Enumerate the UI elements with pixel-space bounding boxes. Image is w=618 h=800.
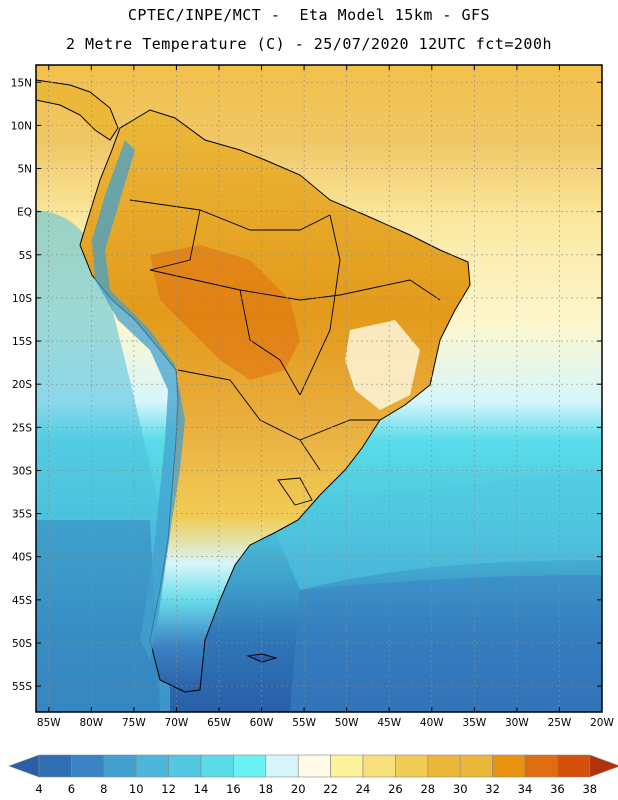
map-frame	[35, 64, 603, 713]
lon-tick-label: 80W	[79, 717, 103, 729]
colorbar-label: 22	[323, 782, 338, 796]
lon-tick-label: 75W	[122, 717, 146, 729]
lon-tick-label: 55W	[292, 717, 316, 729]
colorbar-bin	[427, 754, 461, 778]
colorbar-label: 16	[226, 782, 241, 796]
colorbar-bin	[362, 754, 396, 778]
colorbar-bin	[103, 754, 137, 778]
border-brazil-states-south	[299, 419, 380, 441]
south-pacific-cold-band	[36, 520, 160, 712]
graticule	[36, 65, 602, 712]
colorbar-bin	[557, 754, 591, 778]
map-title-line-1: CPTEC/INPE/MCT - Eta Model 15km - GFS	[127, 6, 491, 24]
latitude-axis: 15N 10N 5N EQ 5S 10S 15S 20S 25S 30S 35S 40S 45S 50S 5…	[11, 77, 602, 693]
falkland-islands	[246, 653, 278, 663]
colorbar-label: 34	[518, 782, 533, 796]
colorbar-bin	[459, 754, 493, 778]
border-colombia-peru	[149, 209, 201, 271]
colorbar-bin	[233, 754, 267, 778]
lat-tick-label: 5S	[19, 250, 33, 262]
lon-tick-label: 70W	[165, 717, 189, 729]
lat-tick-label: 10S	[12, 293, 32, 305]
colorbar-label: 28	[420, 782, 435, 796]
lon-tick-label: 60W	[250, 717, 274, 729]
pacific-cool-band	[36, 210, 170, 712]
temperature-field	[36, 65, 602, 712]
colorbar-label: 20	[291, 782, 306, 796]
border-brazil-states-north	[339, 279, 441, 301]
colorbar-bin	[200, 754, 234, 778]
lat-tick-label: 20S	[12, 379, 32, 391]
colorbar-bin	[330, 754, 364, 778]
country-borders	[129, 199, 441, 506]
colorbar-label: 30	[453, 782, 468, 796]
colorbar-label: 32	[485, 782, 500, 796]
lat-tick-label: 15N	[11, 77, 32, 89]
lon-tick-label: 30W	[505, 717, 529, 729]
south-atlantic-cold-band	[290, 575, 602, 712]
lat-tick-label: 25S	[12, 422, 32, 434]
colorbar-label: 18	[258, 782, 273, 796]
map-title-line-2: 2 Metre Temperature (C) - 25/07/2020 12U…	[65, 35, 553, 53]
lon-tick-label: 45W	[377, 717, 401, 729]
lon-tick-label: 35W	[462, 717, 486, 729]
colorbar-low-extend	[8, 754, 40, 778]
colorbar-label: 36	[550, 782, 565, 796]
lat-tick-label: 5N	[17, 164, 32, 176]
colorbar-bin	[265, 754, 299, 778]
lat-tick-label: 45S	[12, 595, 32, 607]
lat-tick-label: EQ	[17, 207, 32, 219]
lat-tick-label: 35S	[12, 509, 32, 521]
lat-tick-label: 15S	[12, 336, 32, 348]
lat-tick-label: 55S	[12, 681, 32, 693]
colorbar-label: 24	[356, 782, 371, 796]
colorbar-bin	[524, 754, 558, 778]
longitude-axis: 85W 80W 75W 70W 65W 60W 55W 50W 45W 40W 35W 30W 25W 2…	[37, 65, 614, 729]
colorbar-bin	[71, 754, 105, 778]
lon-tick-label: 25W	[548, 717, 572, 729]
lat-tick-label: 10N	[11, 120, 32, 132]
lat-tick-label: 30S	[12, 465, 32, 477]
lon-tick-label: 50W	[335, 717, 359, 729]
border-argentina-north	[177, 369, 321, 471]
border-brazil-states-west	[299, 214, 341, 396]
central-america-land	[36, 79, 119, 141]
border-peru-brazil	[149, 269, 341, 301]
lon-tick-label: 40W	[420, 717, 444, 729]
lon-tick-label: 85W	[37, 717, 61, 729]
colorbar-label: 4	[35, 782, 42, 796]
colorbar: 4 6 8 10 12 14 16 18 20 22 24 26 28 30 32 34 36 38	[8, 754, 618, 796]
colorbar-bin	[38, 754, 72, 778]
colorbar-label: 14	[194, 782, 209, 796]
colorbar-label: 12	[161, 782, 176, 796]
southeast-brazil-cool	[345, 320, 420, 410]
colorbar-label: 8	[100, 782, 107, 796]
andes-cold-strip	[92, 140, 185, 660]
colorbar-label: 26	[388, 782, 403, 796]
lon-tick-label: 20W	[590, 717, 614, 729]
colorbar-bin	[297, 754, 331, 778]
border-bolivia	[239, 289, 301, 396]
colorbar-high-extend	[589, 754, 618, 778]
colorbar-label: 6	[68, 782, 75, 796]
colorbar-label: 38	[582, 782, 597, 796]
colorbar-bin	[395, 754, 429, 778]
lat-tick-label: 50S	[12, 638, 32, 650]
colorbar-bin	[168, 754, 202, 778]
lat-tick-label: 40S	[12, 552, 32, 564]
atlantic-cool-tongue	[270, 470, 602, 590]
colorbar-label: 10	[129, 782, 144, 796]
colorbar-bin	[492, 754, 526, 778]
colorbar-bin	[135, 754, 169, 778]
border-uruguay	[277, 477, 313, 506]
lon-tick-label: 65W	[207, 717, 231, 729]
